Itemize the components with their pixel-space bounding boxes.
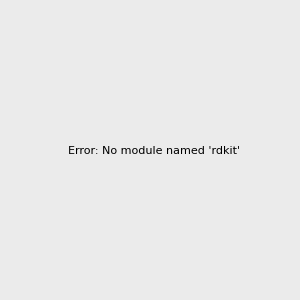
Text: Error: No module named 'rdkit': Error: No module named 'rdkit': [68, 146, 240, 157]
